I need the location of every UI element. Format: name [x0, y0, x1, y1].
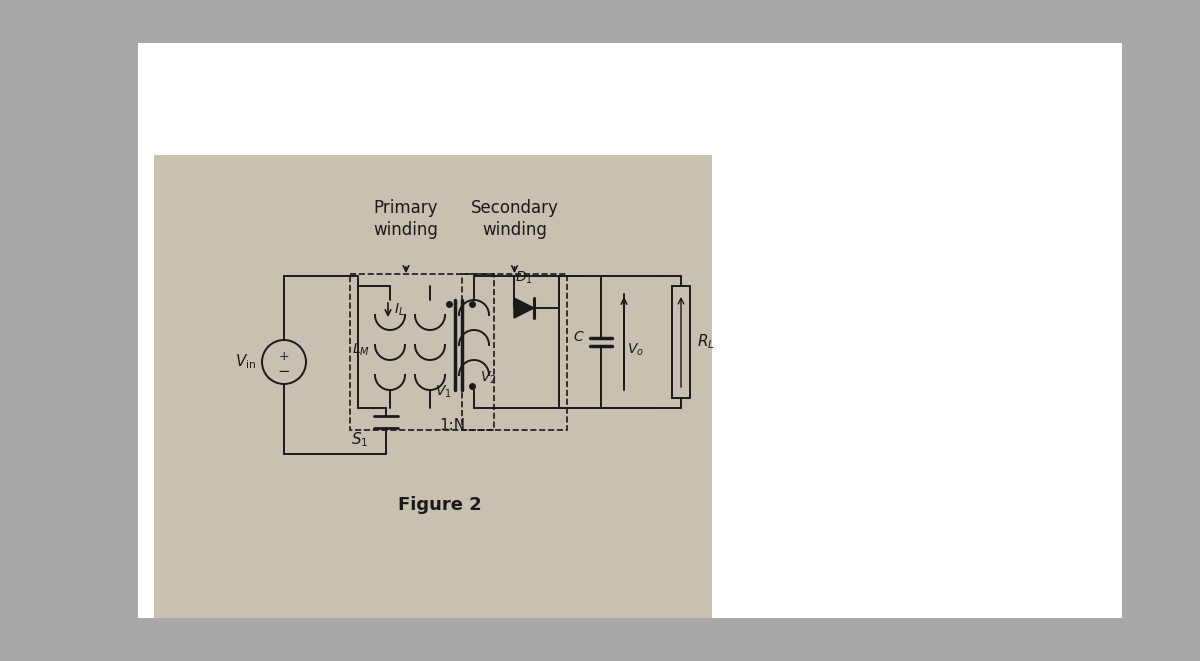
Text: winding: winding [373, 221, 438, 239]
Text: −: − [277, 364, 290, 379]
Text: $V_{\rm in}$: $V_{\rm in}$ [235, 353, 256, 371]
Text: $V_o$: $V_o$ [628, 342, 644, 358]
Text: $V_2$: $V_2$ [480, 369, 497, 386]
Text: $V_1$: $V_1$ [436, 383, 451, 400]
Text: Secondary: Secondary [470, 199, 558, 217]
Text: Figure 2: Figure 2 [398, 496, 482, 514]
Bar [350, 274, 494, 430]
Text: 1:N: 1:N [439, 418, 466, 433]
Text: $D_1$: $D_1$ [515, 270, 533, 286]
Text: Primary: Primary [373, 199, 438, 217]
Polygon shape [514, 298, 534, 318]
Text: $S_1$: $S_1$ [350, 431, 368, 449]
Text: +: + [278, 350, 289, 364]
Text: $L_M$: $L_M$ [352, 342, 370, 358]
Text: $R_L$: $R_L$ [697, 332, 715, 352]
Text: $I_L$: $I_L$ [394, 302, 404, 319]
Bar [154, 155, 712, 618]
FancyBboxPatch shape [138, 43, 1122, 618]
Bar [462, 274, 568, 430]
Bar [672, 286, 690, 398]
Text: winding: winding [482, 221, 547, 239]
Text: $C$: $C$ [574, 330, 586, 344]
